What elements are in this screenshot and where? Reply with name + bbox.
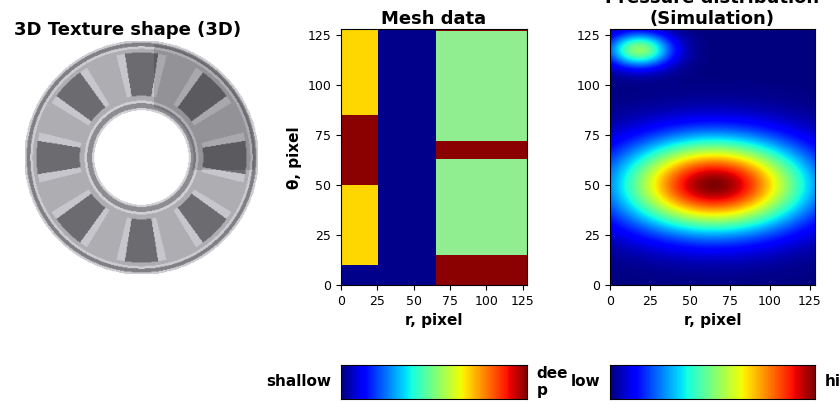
Text: 3D Texture shape (3D): 3D Texture shape (3D) (13, 21, 241, 39)
Text: shallow: shallow (266, 375, 332, 389)
Text: low: low (570, 375, 600, 389)
Text: high: high (825, 375, 840, 389)
X-axis label: r, pixel: r, pixel (405, 313, 463, 328)
Text: dee
p: dee p (536, 366, 568, 398)
Y-axis label: θ, pixel: θ, pixel (286, 126, 302, 189)
Title: Pressure distribution
(Simulation): Pressure distribution (Simulation) (606, 0, 820, 28)
X-axis label: r, pixel: r, pixel (684, 313, 741, 328)
Title: Mesh data: Mesh data (381, 10, 486, 28)
